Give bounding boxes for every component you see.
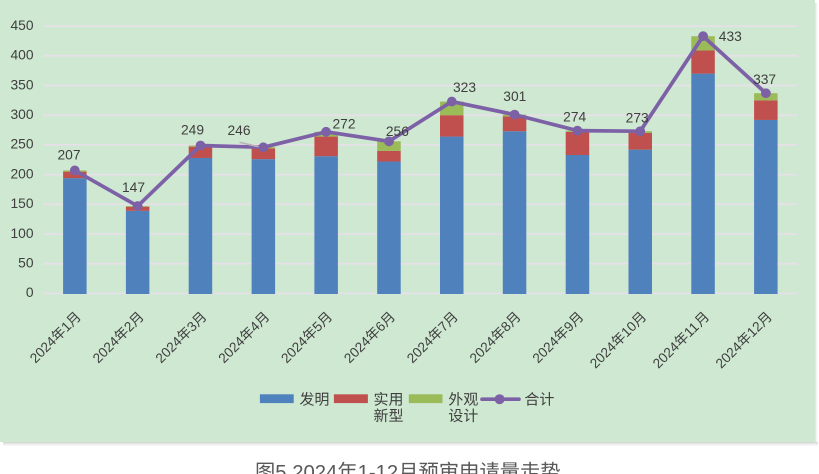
svg-text:250: 250	[10, 137, 33, 152]
svg-text:273: 273	[626, 111, 649, 126]
svg-text:274: 274	[563, 110, 586, 125]
svg-text:207: 207	[57, 148, 80, 163]
svg-text:200: 200	[10, 166, 33, 181]
svg-text:300: 300	[10, 107, 33, 122]
svg-text:350: 350	[10, 77, 33, 92]
svg-text:249: 249	[181, 123, 204, 138]
svg-text:337: 337	[753, 72, 776, 87]
svg-text:147: 147	[122, 180, 145, 195]
svg-text:400: 400	[10, 48, 33, 63]
svg-text:323: 323	[453, 80, 476, 95]
svg-text:301: 301	[503, 89, 526, 104]
svg-text:100: 100	[10, 226, 33, 241]
svg-text:1-12: 1-12	[358, 462, 399, 474]
svg-text:246: 246	[227, 123, 250, 138]
svg-text:0: 0	[26, 285, 34, 300]
svg-text:5 2024: 5 2024	[275, 462, 337, 474]
svg-text:256: 256	[386, 124, 409, 139]
svg-text:450: 450	[10, 18, 33, 33]
svg-text:433: 433	[719, 29, 742, 44]
svg-text:50: 50	[18, 256, 34, 271]
svg-text:150: 150	[10, 196, 33, 211]
svg-text:272: 272	[332, 117, 355, 132]
